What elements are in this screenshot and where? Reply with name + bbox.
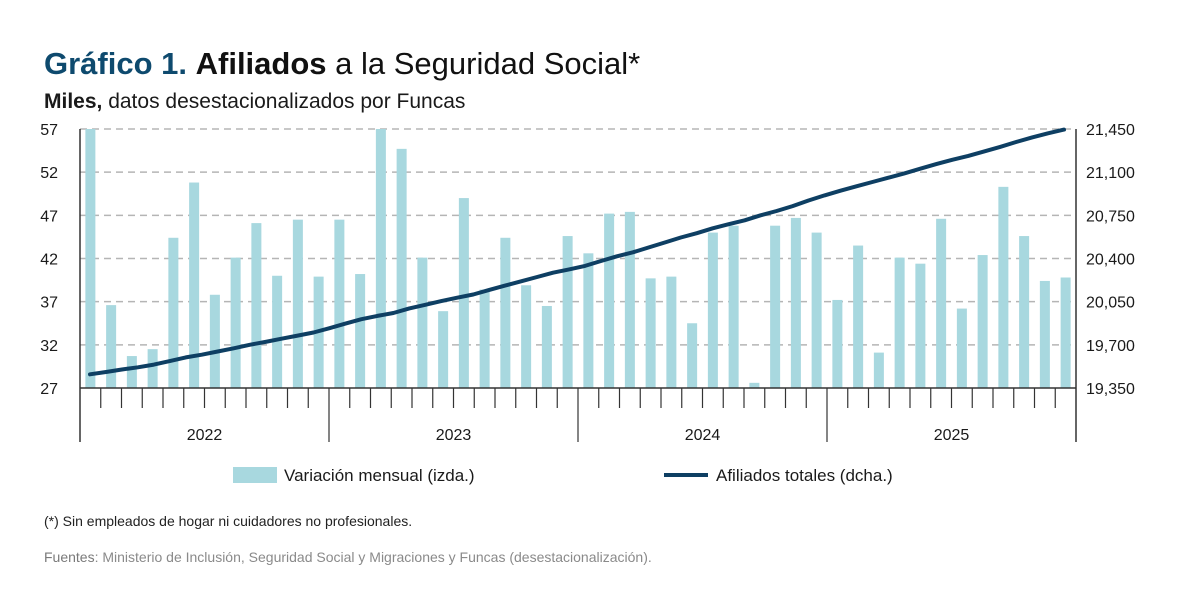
- right-tick-label: 21,100: [1086, 165, 1135, 182]
- bar: [168, 237, 179, 388]
- bar: [500, 237, 511, 388]
- bar: [1060, 277, 1071, 388]
- right-tick-label: 19,700: [1086, 338, 1135, 355]
- bar: [292, 219, 303, 388]
- chart-title-rest: a la Seguridad Social*: [335, 46, 641, 81]
- legend-bar-label: Variación mensual (izda.): [284, 466, 475, 485]
- bar: [728, 225, 739, 388]
- right-tick-label: 20,750: [1086, 208, 1135, 225]
- year-label: 2025: [934, 427, 970, 444]
- left-tick-label: 57: [40, 122, 58, 139]
- right-tick-label: 21,450: [1086, 122, 1135, 139]
- bar: [85, 129, 96, 388]
- year-label: 2024: [685, 427, 721, 444]
- bar: [770, 225, 781, 388]
- bar: [624, 211, 635, 388]
- right-axis-ticks: 21,450 21,100 20,750 20,400 20,050 19,700 19,3…: [1086, 122, 1135, 398]
- bar: [645, 278, 656, 388]
- left-tick-label: 42: [40, 252, 58, 269]
- chart-subtitle: Miles, datos desestacionalizados por Fun…: [44, 89, 465, 115]
- bar: [375, 129, 386, 388]
- bar: [147, 349, 158, 388]
- bar: [106, 305, 117, 388]
- bar: [853, 245, 864, 388]
- bar: [790, 217, 801, 388]
- chart-number: Gráfico 1.: [44, 46, 187, 81]
- bar: [230, 257, 241, 388]
- year-label: 2022: [187, 427, 223, 444]
- source-text: : Ministerio de Inclusión, Seguridad Soc…: [94, 549, 652, 565]
- bar: [894, 257, 905, 388]
- footnote: (*) Sin empleados de hogar ni cuidadores…: [44, 513, 413, 529]
- bar: [936, 218, 947, 388]
- right-tick-label: 20,400: [1086, 252, 1135, 269]
- bar: [811, 232, 822, 388]
- chart-title-bold: Afiliados: [195, 46, 327, 81]
- bar: [666, 276, 677, 388]
- left-tick-label: 27: [40, 381, 58, 398]
- bars-series: [85, 129, 1071, 388]
- subtitle-description: datos desestacionalizados por Funcas: [108, 90, 466, 113]
- legend-line-label: Afiliados totales (dcha.): [716, 466, 893, 485]
- bar: [977, 255, 988, 388]
- bar: [521, 285, 532, 388]
- bar: [687, 323, 698, 388]
- chart-title: Gráfico 1. Afiliados a la Seguridad Soci…: [44, 44, 640, 84]
- axes: [79, 129, 1077, 442]
- bar: [562, 236, 573, 388]
- bar: [479, 289, 490, 388]
- bar: [458, 198, 469, 388]
- bar: [251, 223, 262, 388]
- bar: [707, 232, 718, 388]
- right-tick-label: 20,050: [1086, 295, 1135, 312]
- year-labels: 2022 2023 2024 2025: [187, 427, 970, 444]
- bar: [355, 274, 366, 388]
- bar: [956, 308, 967, 388]
- line-series: [88, 127, 1066, 377]
- bar: [583, 253, 594, 388]
- bar: [438, 311, 449, 388]
- bar: [604, 213, 615, 388]
- bar: [396, 148, 407, 388]
- bar: [1039, 280, 1050, 388]
- bar: [998, 186, 1009, 388]
- line-afiliados-totales: [88, 127, 1066, 377]
- bar: [915, 263, 926, 388]
- bar: [873, 352, 884, 388]
- bar: [126, 356, 137, 388]
- left-axis-ticks: 57 52 47 42 37 32 27: [40, 122, 58, 398]
- legend: Variación mensual (izda.) Afiliados tota…: [233, 466, 893, 485]
- bar: [541, 305, 552, 388]
- bar: [209, 294, 220, 388]
- source-label: Fuentes: [44, 549, 95, 565]
- left-tick-label: 32: [40, 338, 58, 355]
- right-tick-label: 19,350: [1086, 381, 1135, 398]
- grid-lines: [80, 128, 1076, 346]
- bar: [749, 382, 760, 388]
- subtitle-units: Miles,: [44, 90, 103, 113]
- bar: [272, 275, 283, 388]
- legend-bar-swatch: [233, 467, 277, 483]
- year-label: 2023: [436, 427, 472, 444]
- bar: [832, 299, 843, 388]
- left-tick-label: 37: [40, 295, 58, 312]
- left-tick-label: 47: [40, 208, 58, 225]
- bar: [417, 257, 428, 388]
- bar: [1019, 236, 1030, 388]
- left-tick-label: 52: [40, 165, 58, 182]
- bar: [334, 219, 345, 388]
- source-line: Fuentes: Ministerio de Inclusión, Seguri…: [44, 549, 652, 565]
- bar: [189, 182, 200, 388]
